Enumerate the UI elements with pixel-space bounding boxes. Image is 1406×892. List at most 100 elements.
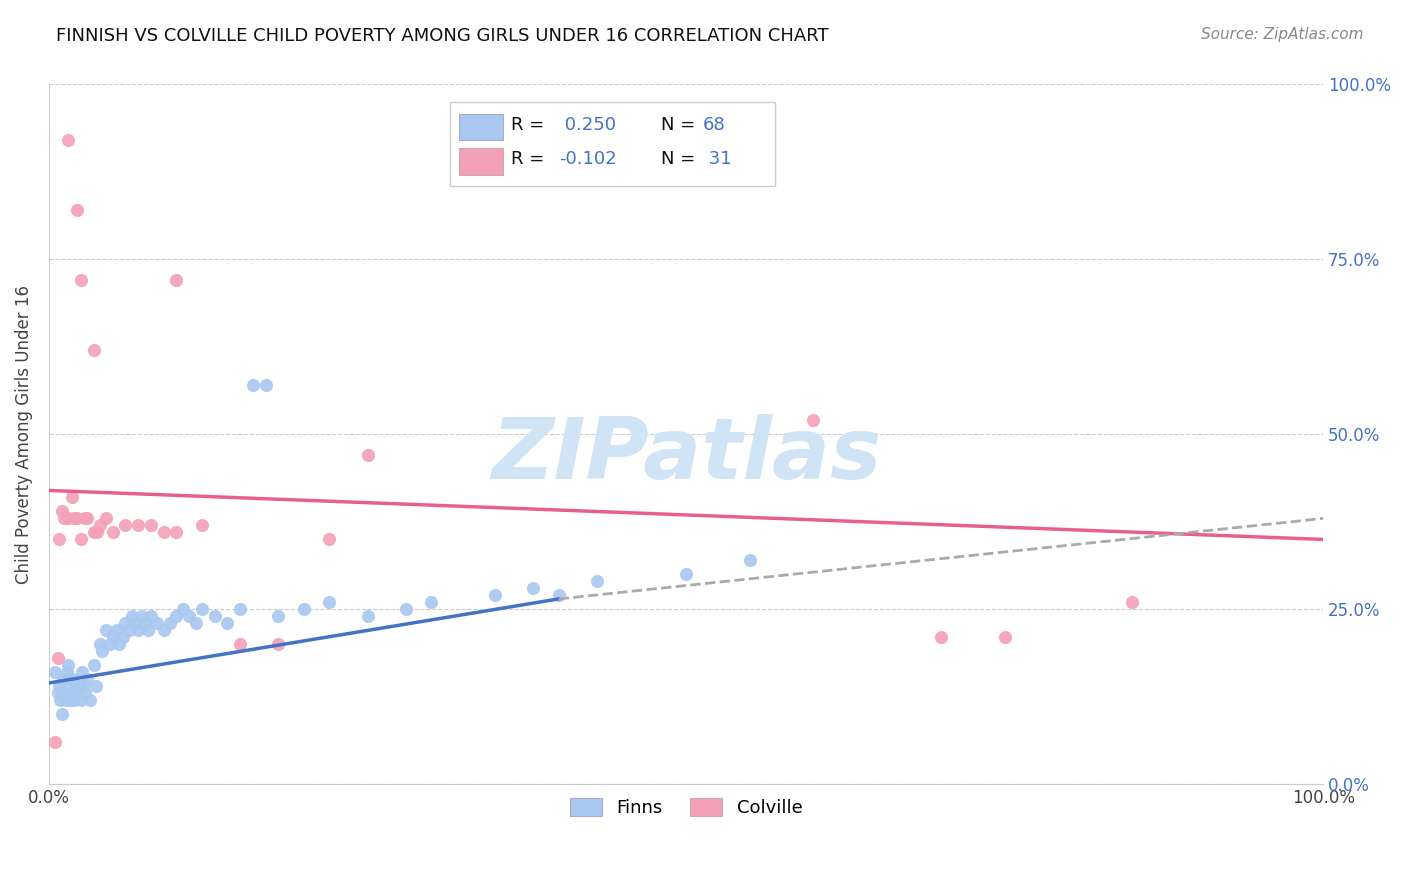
Point [267, 609, 290, 624]
Point [62, 673, 84, 687]
Point [44, 665, 66, 680]
Point [803, 413, 825, 427]
Point [67, 680, 90, 694]
Text: 0.250: 0.250 [558, 116, 616, 134]
FancyBboxPatch shape [460, 114, 502, 140]
Point [118, 624, 141, 638]
Point [89, 637, 111, 651]
Point [48, 533, 70, 547]
FancyBboxPatch shape [460, 148, 502, 175]
Point [66, 686, 89, 700]
Point [59, 693, 82, 707]
Point [101, 631, 124, 645]
Point [89, 518, 111, 533]
Point [66, 511, 89, 525]
Point [76, 511, 98, 525]
Y-axis label: Child Poverty Among Girls Under 16: Child Poverty Among Girls Under 16 [15, 285, 32, 584]
Point [101, 525, 124, 540]
Point [134, 616, 156, 631]
Point [127, 518, 149, 533]
Point [929, 631, 952, 645]
Point [83, 525, 105, 540]
Point [356, 449, 378, 463]
Text: FINNISH VS COLVILLE CHILD POVERTY AMONG GIRLS UNDER 16 CORRELATION CHART: FINNISH VS COLVILLE CHILD POVERTY AMONG … [56, 27, 830, 45]
Text: R =: R = [512, 151, 544, 169]
Point [72, 680, 94, 694]
Point [63, 693, 86, 707]
Legend: Finns, Colville: Finns, Colville [562, 790, 810, 824]
Text: Source: ZipAtlas.com: Source: ZipAtlas.com [1201, 27, 1364, 42]
Point [165, 525, 187, 540]
Point [994, 631, 1017, 645]
Point [56, 665, 79, 680]
Point [131, 609, 153, 624]
Point [51, 504, 73, 518]
Point [217, 616, 239, 631]
Text: N =: N = [661, 151, 695, 169]
Text: -0.102: -0.102 [558, 151, 616, 169]
Point [738, 553, 761, 567]
Point [58, 680, 80, 694]
Point [46, 686, 69, 700]
Point [1121, 595, 1143, 609]
Text: R =: R = [512, 116, 544, 134]
Point [395, 602, 418, 616]
Point [51, 707, 73, 722]
Point [139, 518, 162, 533]
Point [179, 609, 201, 624]
Point [124, 616, 146, 631]
Point [547, 589, 569, 603]
Point [60, 491, 83, 505]
Point [111, 631, 134, 645]
Point [83, 658, 105, 673]
Point [139, 609, 162, 624]
Point [98, 637, 121, 651]
Text: N =: N = [661, 116, 695, 134]
Point [191, 518, 214, 533]
Point [121, 609, 143, 624]
Point [55, 693, 77, 707]
Point [420, 595, 443, 609]
Point [114, 616, 136, 631]
Point [229, 602, 252, 616]
Point [522, 582, 544, 596]
Point [70, 665, 93, 680]
Point [114, 518, 136, 533]
Point [79, 693, 101, 707]
Point [63, 511, 86, 525]
Point [318, 595, 340, 609]
Point [159, 616, 181, 631]
Point [52, 673, 75, 687]
Point [105, 624, 128, 638]
Point [138, 624, 160, 638]
FancyBboxPatch shape [450, 102, 775, 186]
Point [56, 511, 79, 525]
Point [56, 658, 79, 673]
Point [83, 343, 105, 358]
Point [76, 673, 98, 687]
Point [49, 693, 72, 707]
Point [56, 133, 79, 147]
Point [60, 686, 83, 700]
Point [172, 602, 194, 616]
Point [86, 525, 108, 540]
Point [146, 616, 169, 631]
Point [165, 609, 187, 624]
Point [108, 637, 131, 651]
Point [292, 602, 315, 616]
Point [69, 533, 91, 547]
Point [356, 609, 378, 624]
Point [254, 378, 277, 392]
Text: 31: 31 [703, 151, 731, 169]
Text: 68: 68 [703, 116, 725, 134]
Point [586, 574, 609, 589]
Point [84, 680, 107, 694]
Point [48, 680, 70, 694]
Point [318, 533, 340, 547]
Point [675, 567, 697, 582]
Point [73, 686, 96, 700]
Point [204, 609, 226, 624]
Point [46, 651, 69, 665]
Point [127, 624, 149, 638]
Point [184, 616, 207, 631]
